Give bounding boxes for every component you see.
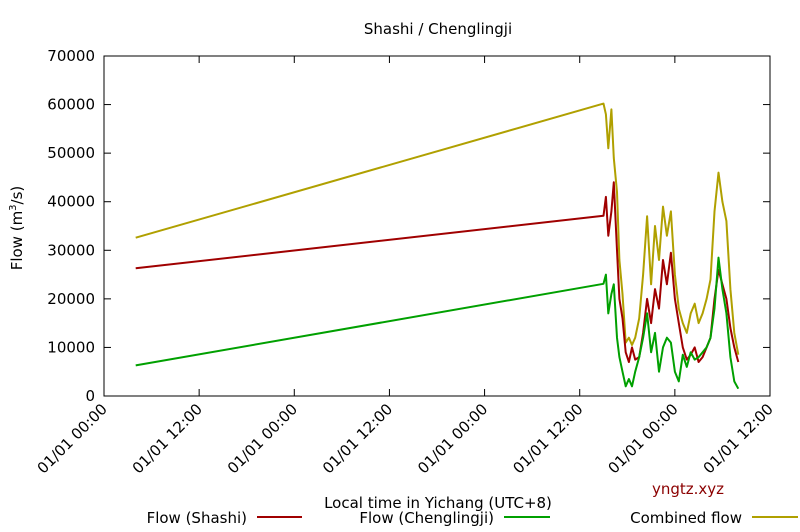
series-line-flow-shashi xyxy=(135,181,740,363)
y-axis-label-main: Flow (m xyxy=(8,211,26,270)
series-line-flow-chenglingji xyxy=(135,256,740,390)
y-axis-label-end: /s) xyxy=(8,186,26,205)
x-tick-label: 01/01 12:00 xyxy=(319,400,396,477)
chart-title: Shashi / Chenglingji xyxy=(364,20,512,38)
legend-label: Combined flow xyxy=(630,509,742,527)
y-tick-label: 70000 xyxy=(47,47,95,65)
y-tick-label: 0 xyxy=(85,387,95,405)
y-axis-label-superscript: 3 xyxy=(8,204,19,210)
legend-label: Flow (Shashi) xyxy=(147,509,247,527)
legend-label: Flow (Chenglingji) xyxy=(359,509,494,527)
y-tick-label: 50000 xyxy=(47,144,95,162)
series-line-combined-flow xyxy=(135,102,740,355)
y-tick-label: 40000 xyxy=(47,193,95,211)
x-tick-label: 01/01 00:00 xyxy=(604,400,681,477)
y-axis-label: Flow (m3/s) xyxy=(8,186,26,271)
legend: Flow (Shashi) Flow (Chenglingji) Combined … xyxy=(147,509,798,527)
y-tick-label: 30000 xyxy=(47,241,95,259)
plot-area xyxy=(103,55,771,397)
y-tick-label: 20000 xyxy=(47,290,95,308)
x-tick-label: 01/01 12:00 xyxy=(700,400,777,477)
series-layer xyxy=(135,102,740,390)
y-tick-label: 10000 xyxy=(47,338,95,356)
x-tick-label: 01/01 12:00 xyxy=(129,400,206,477)
x-tick-label: 01/01 12:00 xyxy=(509,400,586,477)
x-axis-label: Local time in Yichang (UTC+8) xyxy=(324,494,552,512)
y-tick-label: 60000 xyxy=(47,96,95,114)
x-tick-label: 01/01 00:00 xyxy=(224,400,301,477)
y-axis: 0 10000 20000 30000 40000 50000 60000 70000 xyxy=(47,47,770,405)
plot-frame xyxy=(103,55,771,397)
x-tick-label: 01/01 00:00 xyxy=(34,400,111,477)
x-tick-label: 01/01 00:00 xyxy=(414,400,491,477)
watermark: yngtz.xyz xyxy=(652,480,724,498)
